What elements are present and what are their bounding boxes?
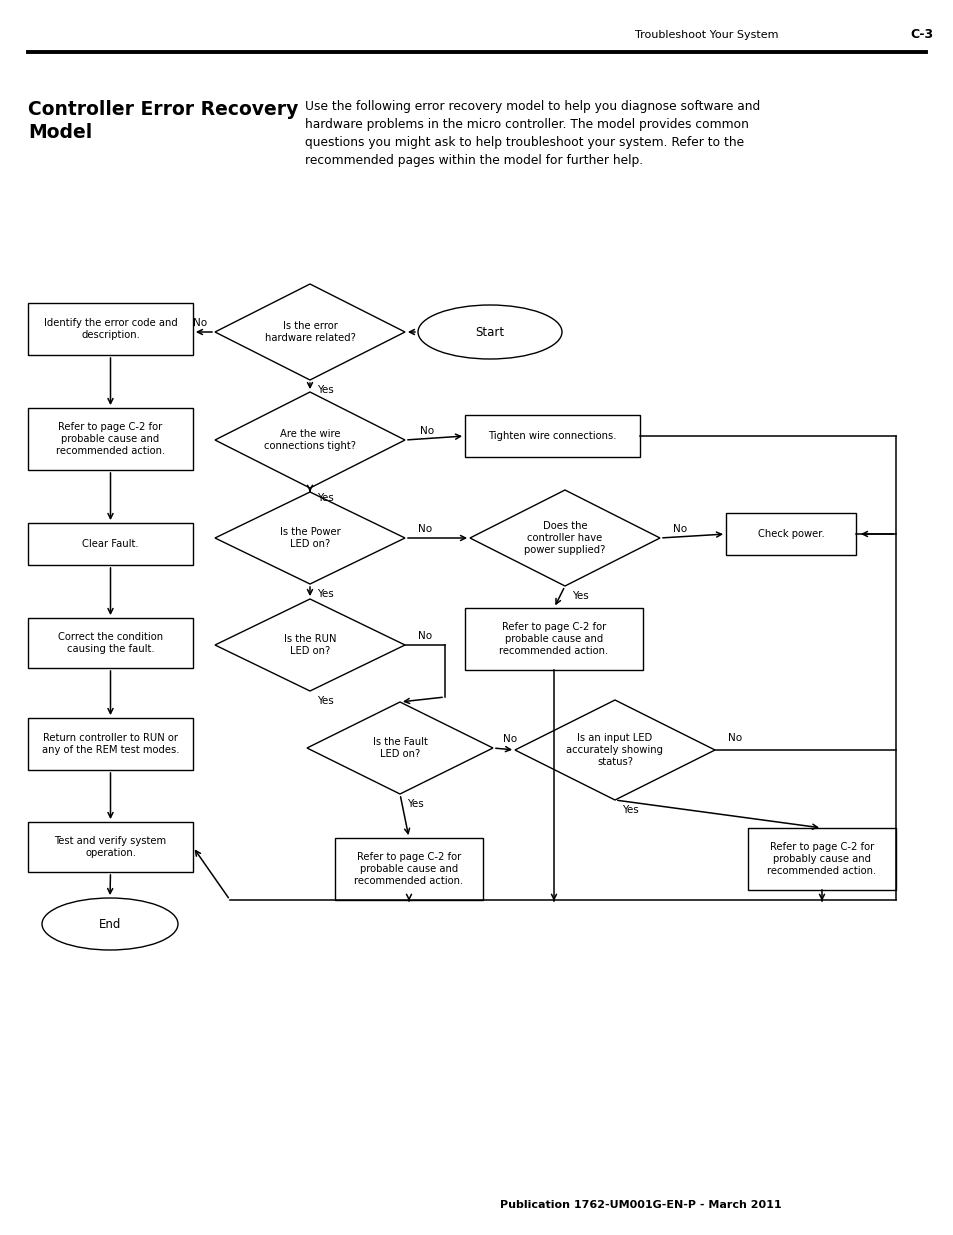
Text: End: End	[99, 918, 121, 930]
FancyBboxPatch shape	[464, 608, 642, 671]
Text: Yes: Yes	[316, 589, 334, 599]
Text: No: No	[193, 317, 207, 329]
FancyBboxPatch shape	[335, 839, 482, 900]
FancyBboxPatch shape	[464, 415, 639, 457]
Text: Return controller to RUN or
any of the REM test modes.: Return controller to RUN or any of the R…	[42, 734, 179, 755]
Text: Correct the condition
causing the fault.: Correct the condition causing the fault.	[58, 632, 163, 653]
Text: No: No	[417, 524, 432, 534]
FancyBboxPatch shape	[28, 823, 193, 872]
Text: Yes: Yes	[316, 493, 334, 503]
Text: Is the error
hardware related?: Is the error hardware related?	[264, 321, 355, 343]
Text: Is the Power
LED on?: Is the Power LED on?	[279, 527, 340, 548]
Text: Controller Error Recovery
Model: Controller Error Recovery Model	[28, 100, 298, 142]
Polygon shape	[515, 700, 714, 800]
Ellipse shape	[42, 898, 178, 950]
Text: No: No	[419, 426, 434, 436]
Text: Troubleshoot Your System: Troubleshoot Your System	[635, 30, 778, 40]
FancyBboxPatch shape	[725, 513, 855, 555]
Text: Is the Fault
LED on?: Is the Fault LED on?	[373, 737, 427, 758]
Text: Refer to page C-2 for
probable cause and
recommended action.: Refer to page C-2 for probable cause and…	[354, 852, 463, 885]
Text: Yes: Yes	[407, 799, 423, 809]
Polygon shape	[214, 599, 405, 692]
FancyBboxPatch shape	[747, 827, 895, 890]
Text: Use the following error recovery model to help you diagnose software and
hardwar: Use the following error recovery model t…	[305, 100, 760, 167]
Text: Yes: Yes	[572, 592, 588, 601]
Polygon shape	[470, 490, 659, 585]
FancyBboxPatch shape	[28, 618, 193, 668]
Polygon shape	[214, 492, 405, 584]
Text: Clear Fault.: Clear Fault.	[82, 538, 139, 550]
Text: Is an input LED
accurately showing
status?: Is an input LED accurately showing statu…	[566, 734, 662, 767]
Polygon shape	[307, 701, 493, 794]
Text: No: No	[417, 631, 432, 641]
Text: Test and verify system
operation.: Test and verify system operation.	[54, 836, 167, 858]
Text: Is the RUN
LED on?: Is the RUN LED on?	[283, 635, 335, 656]
Text: Refer to page C-2 for
probably cause and
recommended action.: Refer to page C-2 for probably cause and…	[766, 842, 876, 876]
Polygon shape	[214, 391, 405, 488]
FancyBboxPatch shape	[28, 303, 193, 354]
Text: Identify the error code and
description.: Identify the error code and description.	[44, 319, 177, 340]
Text: Publication 1762-UM001G-EN-P - March 2011: Publication 1762-UM001G-EN-P - March 201…	[499, 1200, 781, 1210]
Text: Are the wire
connections tight?: Are the wire connections tight?	[264, 430, 355, 451]
Text: No: No	[502, 734, 517, 743]
FancyBboxPatch shape	[28, 408, 193, 471]
Text: Refer to page C-2 for
probable cause and
recommended action.: Refer to page C-2 for probable cause and…	[498, 622, 608, 656]
Text: Refer to page C-2 for
probable cause and
recommended action.: Refer to page C-2 for probable cause and…	[56, 422, 165, 456]
Text: Yes: Yes	[621, 805, 639, 815]
Text: No: No	[727, 734, 741, 743]
FancyBboxPatch shape	[28, 522, 193, 564]
Text: No: No	[672, 524, 686, 534]
FancyBboxPatch shape	[28, 718, 193, 769]
Polygon shape	[214, 284, 405, 380]
Text: Does the
controller have
power supplied?: Does the controller have power supplied?	[524, 521, 605, 555]
Text: Yes: Yes	[316, 385, 334, 395]
Text: Yes: Yes	[316, 697, 334, 706]
Text: C-3: C-3	[909, 28, 932, 42]
Ellipse shape	[417, 305, 561, 359]
Text: Tighten wire connections.: Tighten wire connections.	[488, 431, 616, 441]
Text: Check power.: Check power.	[757, 529, 823, 538]
Text: Start: Start	[475, 326, 504, 338]
